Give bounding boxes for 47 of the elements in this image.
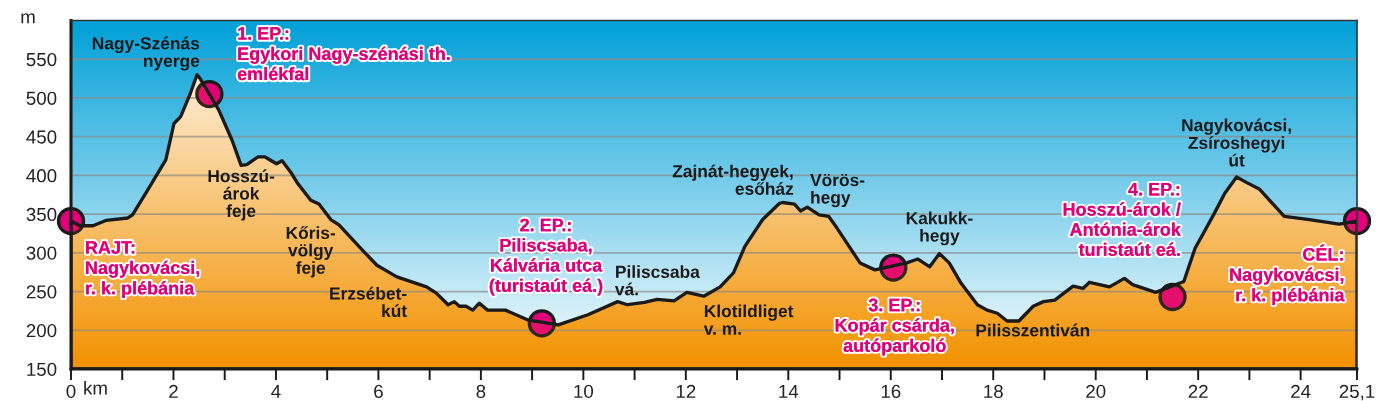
annotation: 2. EP.: Piliscsaba, Kálvária utca (turistaút eá.) (489, 218, 603, 296)
x-tick-label: 8 (476, 384, 486, 399)
point (1158, 282, 1187, 312)
point (195, 79, 224, 109)
y-tick-label: 300 (26, 246, 57, 260)
x-tick-label: 24 (1291, 384, 1311, 398)
x-tick-label: 10 (574, 384, 594, 399)
x-tick-label: 0 (66, 384, 76, 399)
y-tick-label: 550 (26, 52, 57, 67)
y-tick-label: 400 (26, 169, 57, 183)
y-tick-label: 500 (26, 91, 57, 105)
annotation: Piliscsaba vá. (614, 265, 700, 296)
y-tick-label: 200 (26, 323, 57, 338)
x-tick-label: 22 (1188, 384, 1208, 398)
annotation: 4. EP.: Hosszú-árok / Antónia-árok turistaút eá. (1063, 183, 1181, 256)
x-tick-label: 14 (779, 384, 799, 398)
y-tick-label: 150 (27, 362, 57, 376)
annotation: 1. EP.: Egykori Nagy-szénási th. emlékfal (237, 27, 450, 81)
point (879, 253, 908, 282)
x-tick-label: 16 (881, 384, 901, 399)
x-axis-title: km (84, 381, 107, 395)
annotation: CÉL: Nagykovácsi, r. k. plébánia (1230, 244, 1345, 305)
x-tick-label: 20 (1086, 384, 1106, 399)
x-tick-label: 12 (676, 384, 696, 398)
annotation: Kakukk- hegy (906, 211, 973, 246)
annotation: Hosszú- árok feje (208, 169, 275, 221)
x-tick-label: 4 (271, 384, 281, 398)
x-tick-label: 25,1 (1339, 384, 1375, 401)
x-tick-label: 6 (374, 384, 383, 399)
y-tick-label: 250 (26, 285, 57, 299)
annotation: Erzsébet- kút (330, 286, 407, 318)
annotation: Klotildliget v. m. (703, 304, 794, 335)
y-tick-label: 350 (26, 207, 57, 222)
y-axis-title: m (21, 13, 35, 24)
x-tick-label: 18 (984, 384, 1003, 399)
y-tick-label: 450 (26, 130, 57, 144)
annotation: RAJT: Nagykovácsi, r. k. plébánia (86, 241, 200, 299)
point (1342, 206, 1372, 236)
point (527, 309, 557, 338)
annotation: Kőris- völgy feje (286, 226, 336, 278)
annotation: Nagy-Szénás nyerge (92, 36, 200, 71)
annotation: Zajnát-hegyek, esőház (672, 164, 794, 195)
annotation: 3. EP.: Kopár csárda, autóparkoló (835, 298, 954, 356)
annotation: Vörös- hegy (810, 174, 865, 208)
x-tick-label: 2 (169, 384, 178, 398)
annotation: Pilisszentiván (976, 323, 1090, 337)
annotation: Nagykovácsi, Zsíroshegyi út (1182, 118, 1291, 167)
